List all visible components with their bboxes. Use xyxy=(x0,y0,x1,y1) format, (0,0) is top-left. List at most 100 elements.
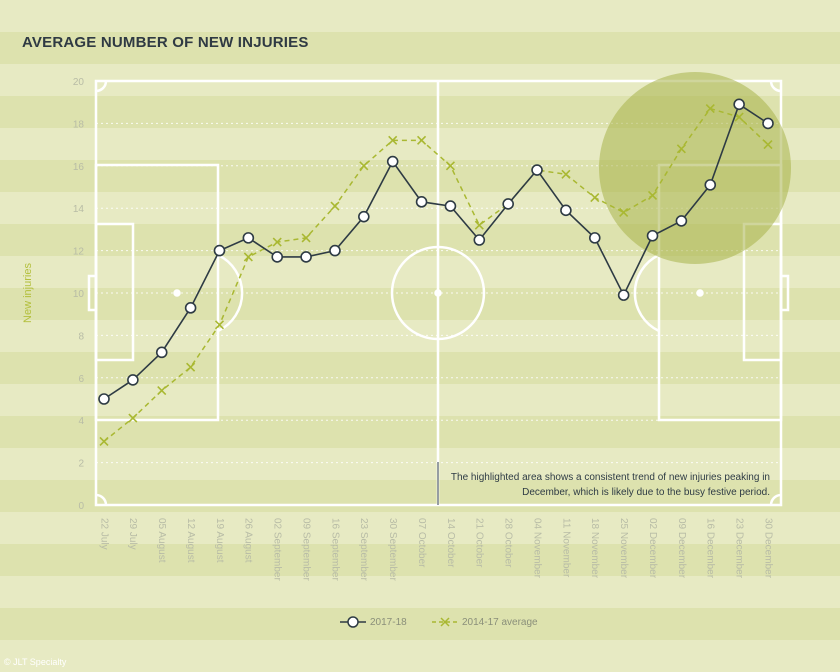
point-2014-17-average xyxy=(243,252,253,262)
y-tick-label: 6 xyxy=(78,374,84,385)
point-2017-18 xyxy=(358,210,370,223)
point-2014-17-average xyxy=(214,320,225,330)
x-tick-label: 16 September xyxy=(329,518,340,581)
right-penalty-arc xyxy=(633,253,660,333)
x-tick-label: 23 December xyxy=(733,518,744,579)
stripe xyxy=(0,576,840,608)
x-axis-ticks: 22 July 29 July 05 August 12 August 19 Augus… xyxy=(98,518,773,581)
point-2017-18 xyxy=(762,117,774,130)
stripe xyxy=(0,32,840,64)
stripe xyxy=(0,416,840,448)
point-2017-18 xyxy=(98,393,110,405)
point-2014-17-average xyxy=(388,135,398,145)
point-2014-17-average xyxy=(561,169,571,179)
point-2017-18 xyxy=(329,244,341,257)
y-tick-label: 0 xyxy=(78,501,84,512)
circle-marker-icon xyxy=(340,616,366,628)
corner-arc-bottom-left xyxy=(95,493,108,506)
y-tick-label: 10 xyxy=(73,289,85,300)
y-axis-label: New injuries xyxy=(22,263,34,323)
stripe xyxy=(0,384,840,416)
y-tick-label: 12 xyxy=(73,247,85,258)
corner-arc-top-left xyxy=(95,80,108,93)
x-tick-label: 26 August xyxy=(243,518,254,563)
x-tick-label: 14 October xyxy=(445,518,456,568)
y-axis-ticks: 0 2 4 6 8 10 12 14 16 18 20 xyxy=(73,77,85,512)
point-2017-18 xyxy=(646,229,659,242)
point-2017-18 xyxy=(502,198,514,210)
point-2017-18 xyxy=(386,155,399,168)
point-2014-17-average xyxy=(359,161,369,171)
point-2017-18 xyxy=(560,204,572,217)
x-tick-label: 21 October xyxy=(474,518,485,568)
corner-arc-top-right xyxy=(769,80,782,93)
y-tick-label: 16 xyxy=(73,162,85,173)
point-2014-17-average xyxy=(647,190,658,201)
point-2014-17-average xyxy=(705,103,715,114)
legend-item-2014-17-average: 2014-17 average xyxy=(432,612,538,632)
credit: © JLT Specialty xyxy=(4,657,67,667)
x-tick-label: 12 August xyxy=(185,518,196,563)
stripe xyxy=(0,608,840,640)
y-tick-label: 4 xyxy=(78,416,84,427)
point-2017-18 xyxy=(415,196,428,208)
x-tick-label: 09 December xyxy=(676,518,687,579)
point-2014-17-average xyxy=(474,220,484,230)
point-2017-18 xyxy=(473,234,486,246)
y-tick-label: 18 xyxy=(73,119,85,130)
series-group xyxy=(98,98,774,446)
x-marker-icon xyxy=(432,617,458,627)
x-tick-label: 02 September xyxy=(272,518,283,581)
point-2017-18 xyxy=(300,251,312,263)
point-2014-17-average xyxy=(157,385,167,396)
point-2014-17-average xyxy=(330,201,340,211)
x-tick-label: 04 November xyxy=(531,518,542,579)
point-2017-18 xyxy=(242,232,255,244)
x-tick-label: 09 September xyxy=(300,518,311,581)
x-tick-label: 28 October xyxy=(503,518,514,568)
x-tick-label: 30 December xyxy=(762,518,773,579)
annotation: The highlighted area shows a consistent … xyxy=(437,462,770,505)
centre-spot xyxy=(434,289,442,297)
point-2014-17-average xyxy=(99,436,109,446)
point-2014-17-average xyxy=(676,144,686,154)
x-tick-label: 18 November xyxy=(589,518,600,579)
x-tick-label: 23 September xyxy=(358,518,369,581)
chart-title: AVERAGE NUMBER OF NEW INJURIES xyxy=(22,34,309,51)
legend-item-2017-18: 2017-18 xyxy=(340,612,407,632)
point-2017-18 xyxy=(531,164,543,176)
point-2014-17-average xyxy=(186,362,196,372)
legend: 2017-18 2014-17 average xyxy=(0,612,840,632)
x-tick-label: 05 August xyxy=(156,518,167,563)
point-2017-18 xyxy=(184,302,197,314)
point-2017-18 xyxy=(213,244,226,257)
stripe xyxy=(0,352,840,384)
point-2014-17-average xyxy=(734,112,744,122)
y-tick-label: 2 xyxy=(78,459,84,470)
legend-label: 2017-18 xyxy=(370,616,407,628)
point-2014-17-average xyxy=(445,161,456,171)
point-2014-17-average xyxy=(128,413,138,423)
point-2014-17-average xyxy=(301,233,311,243)
stripe xyxy=(0,480,840,512)
stripe xyxy=(0,448,840,480)
point-2017-18 xyxy=(733,98,745,111)
y-tick-label: 20 xyxy=(73,77,85,88)
stripe xyxy=(0,512,840,544)
point-2014-17-average xyxy=(590,193,600,203)
right-goal xyxy=(779,274,790,312)
legend-label: 2014-17 average xyxy=(462,616,538,628)
x-tick-label: 22 July xyxy=(98,518,109,550)
point-2017-18 xyxy=(675,215,688,227)
x-tick-label: 16 December xyxy=(705,518,716,579)
x-tick-label: 29 July xyxy=(127,518,138,550)
x-tick-label: 02 December xyxy=(647,518,658,579)
point-2014-17-average xyxy=(416,135,427,145)
stripe xyxy=(0,640,840,672)
point-2017-18 xyxy=(617,289,630,301)
point-2017-18 xyxy=(588,232,601,244)
point-2017-18 xyxy=(127,374,139,386)
y-tick-label: 14 xyxy=(73,204,85,215)
annotation-line-1: The highlighted area shows a consistent … xyxy=(451,472,770,483)
